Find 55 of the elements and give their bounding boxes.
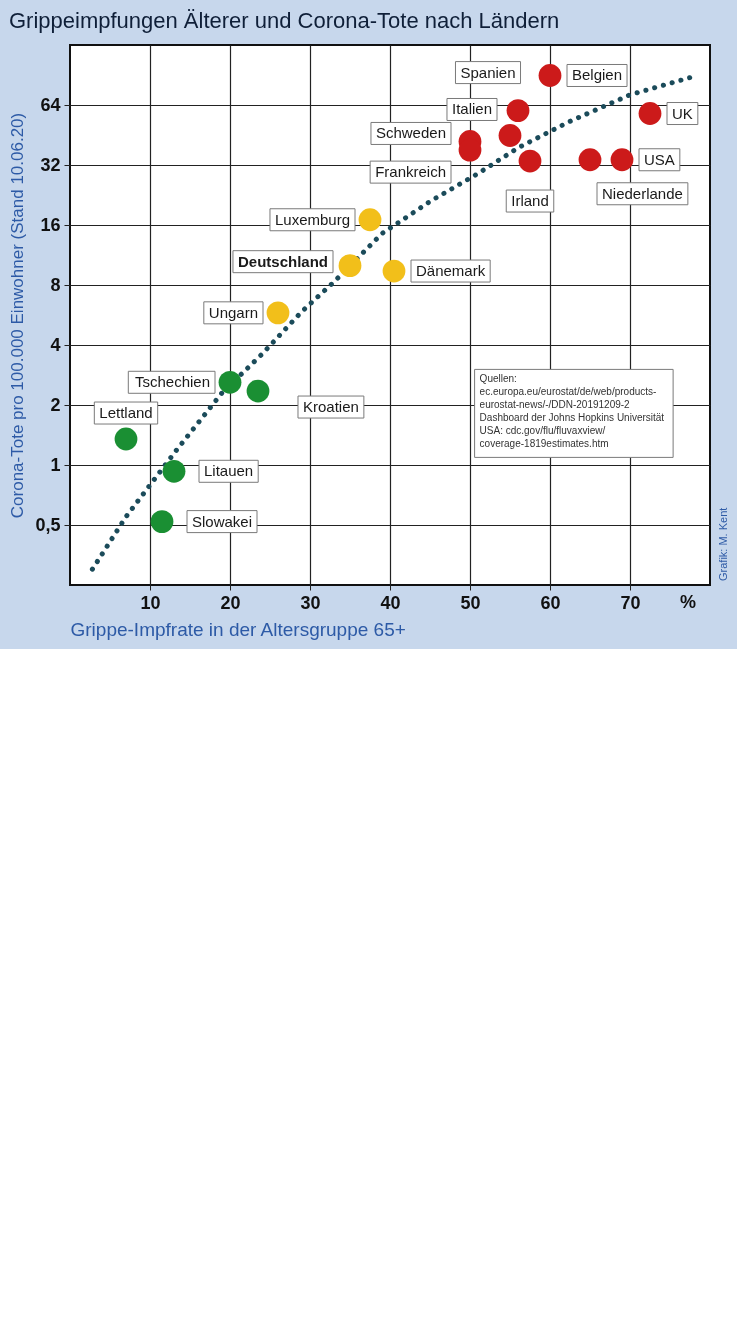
point	[382, 259, 406, 283]
annotation: Ungarn	[208, 303, 258, 321]
annotation: Spanien	[460, 63, 516, 81]
point	[358, 208, 382, 232]
point	[506, 99, 530, 122]
annotation: Frankreich	[375, 163, 446, 181]
x-tick-label: 60	[540, 592, 561, 613]
annotation: Irland	[511, 192, 549, 210]
annotation: Kroatien	[303, 398, 359, 416]
annotation: Belgien	[572, 66, 623, 84]
chart-title: Grippeimpfungen Älterer und Corona-Tote nach Ländern	[8, 8, 560, 33]
point	[266, 301, 290, 325]
annotation: Quellen: ec.europa.eu/eurostat/de/web/products- eurostat-news/-/DDN-20191209-2 Dashboard der Johns Hopkins Universität USA: cdc.gov/flu/fluvaxview/ coverage-1819estimates.htm	[479, 373, 665, 450]
annotation: Lettland	[99, 404, 153, 422]
y-tick-label: 1	[50, 454, 61, 475]
point	[338, 254, 362, 278]
x-tick-label: 50	[460, 592, 481, 613]
x-tick-label: 30	[300, 592, 321, 613]
x-tick-label: 20	[220, 592, 241, 613]
point	[518, 149, 542, 173]
annotation: Slowakei	[192, 512, 253, 530]
x-tick-label: 10	[140, 592, 161, 613]
point	[150, 510, 174, 533]
y-tick-label: 2	[50, 394, 61, 415]
point	[498, 124, 522, 147]
annotation: Litauen	[204, 462, 254, 480]
annotation: Tschechien	[134, 373, 210, 391]
x-tick-label: 70	[620, 592, 641, 613]
point	[162, 459, 186, 483]
x-tick-label: 40	[380, 592, 401, 613]
annotation: Deutschland	[237, 252, 328, 270]
y-axis-title: Corona-Tote pro 100.000 Einwohner (Stand 10.06.20)	[8, 112, 28, 519]
point	[578, 148, 602, 172]
point	[114, 427, 138, 451]
y-tick-label: 0,5	[35, 514, 61, 535]
annotation: Italien	[451, 100, 492, 118]
annotation: Schweden	[375, 124, 446, 142]
text: Grafik: M. Kent	[717, 507, 729, 581]
annotation: Dänemark	[416, 262, 486, 280]
y-tick-label: 32	[40, 154, 61, 175]
y-tick-label: 16	[40, 214, 61, 235]
y-tick-label: 64	[40, 94, 61, 115]
y-tick-label: 4	[50, 334, 61, 355]
point	[638, 102, 662, 125]
point	[218, 370, 242, 394]
x-axis-title: Grippe-Impfrate in der Altersgruppe 65+	[70, 618, 406, 640]
text: %	[679, 592, 697, 612]
annotation: Luxemburg	[274, 210, 350, 228]
y-tick-label: 8	[50, 274, 61, 295]
point	[538, 64, 562, 87]
point	[610, 148, 634, 172]
point	[246, 379, 270, 403]
annotation: USA	[644, 150, 675, 168]
annotation: UK	[672, 104, 693, 122]
annotation: Niederlande	[602, 184, 683, 202]
